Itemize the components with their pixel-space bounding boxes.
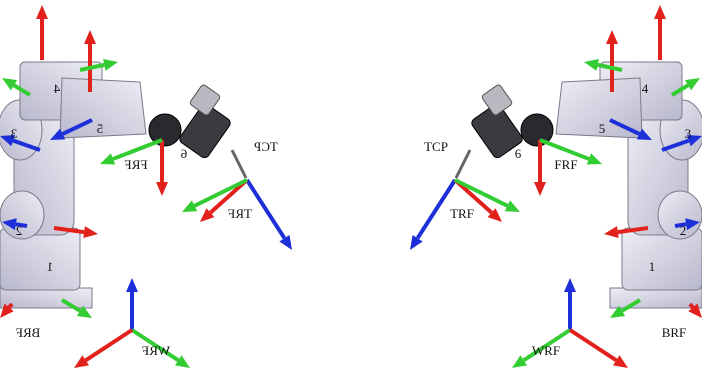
frame-label: BRF bbox=[16, 325, 41, 340]
axis-head bbox=[654, 5, 666, 19]
frame-label: BRF bbox=[662, 325, 687, 340]
axis-arrow bbox=[126, 278, 138, 330]
base-plate bbox=[610, 288, 702, 308]
tool-needle bbox=[232, 150, 246, 178]
robot-view: TCP FRF TRF BRF WRF 1 2 3 4 5 6 bbox=[410, 5, 702, 368]
page: {"views": [ {"frames": {"tcp": "TCP", "f… bbox=[0, 0, 702, 376]
axis-head bbox=[584, 59, 599, 71]
base bbox=[0, 228, 80, 290]
axis-arrow bbox=[74, 330, 132, 368]
axis-head bbox=[564, 278, 576, 292]
axis-arrow bbox=[410, 180, 455, 250]
joint-label: 5 bbox=[599, 121, 606, 136]
axis-arrow bbox=[156, 140, 168, 196]
joint-label: 2 bbox=[16, 223, 23, 238]
axis-head bbox=[84, 30, 96, 44]
axis-shaft bbox=[570, 330, 616, 360]
axis-head bbox=[100, 153, 115, 164]
axis-shaft bbox=[9, 304, 12, 307]
axis-head bbox=[606, 30, 618, 44]
joint-label: 4 bbox=[53, 81, 60, 96]
frame-label: TCP bbox=[254, 139, 278, 154]
frame-label: WRF bbox=[532, 343, 560, 358]
axis-arrow bbox=[654, 5, 666, 60]
axis-arrow bbox=[564, 278, 576, 330]
joint-label: 6 bbox=[515, 146, 522, 161]
axis-arrow bbox=[36, 5, 48, 60]
axis-arrow bbox=[247, 180, 292, 250]
joint-label: 3 bbox=[685, 126, 692, 141]
axis-head bbox=[156, 182, 168, 196]
frame-label: FRF bbox=[554, 157, 577, 172]
joint-label: 5 bbox=[97, 121, 104, 136]
mirrored-view: TCP FRF TRF BRF WRF 1 2 3 4 5 6 bbox=[0, 5, 292, 368]
frame-label: FRF bbox=[124, 157, 147, 172]
frame-label: TCP bbox=[424, 139, 448, 154]
base bbox=[622, 228, 702, 290]
joint-label: 1 bbox=[649, 259, 656, 274]
axis-head bbox=[604, 226, 619, 238]
axis-head bbox=[36, 5, 48, 19]
frame-label: TRF bbox=[450, 206, 474, 221]
axis-head bbox=[587, 153, 602, 164]
base-plate bbox=[0, 288, 92, 308]
joint-label: 4 bbox=[642, 81, 649, 96]
joint-label: 2 bbox=[680, 223, 687, 238]
axis-arrow bbox=[570, 330, 628, 368]
tool-needle bbox=[456, 150, 470, 178]
axis-head bbox=[83, 226, 98, 238]
joint-label: 3 bbox=[11, 126, 18, 141]
axis-arrow bbox=[534, 140, 546, 196]
axis-shaft bbox=[690, 304, 693, 307]
axis-head bbox=[103, 59, 118, 71]
robot-frames-diagram: TCP FRF TRF BRF WRF 1 2 3 4 5 6 TCP FRF TRF BRF WRF 1 2 3 4… bbox=[0, 0, 702, 376]
axis-head bbox=[126, 278, 138, 292]
joint-label: 1 bbox=[47, 259, 54, 274]
axis-head bbox=[534, 182, 546, 196]
axis-shaft bbox=[86, 330, 132, 360]
joint-label: 6 bbox=[180, 146, 187, 161]
frame-label: WRF bbox=[142, 343, 170, 358]
frame-label: TRF bbox=[228, 206, 252, 221]
